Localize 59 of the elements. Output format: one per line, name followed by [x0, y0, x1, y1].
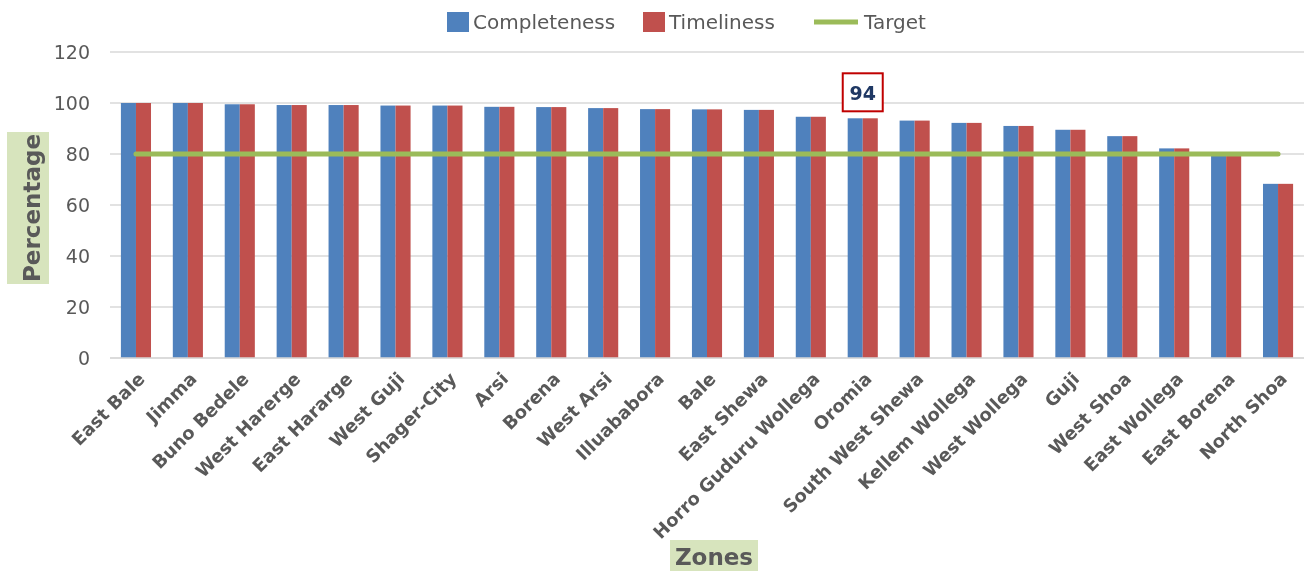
bar [172, 103, 188, 358]
bar [603, 108, 619, 358]
bar [551, 107, 567, 358]
bar [966, 122, 982, 358]
bar [899, 120, 915, 358]
bar [224, 104, 240, 358]
bar [276, 105, 292, 358]
bar [1262, 183, 1279, 358]
bar [1018, 125, 1034, 358]
legend-label: Target [863, 10, 927, 34]
legend-label: Timeliness [668, 10, 775, 34]
bar [795, 116, 811, 358]
bar [536, 107, 552, 358]
y-tick-label: 100 [53, 91, 90, 114]
bar [914, 120, 930, 358]
bar [484, 106, 500, 358]
bar [1122, 136, 1138, 358]
bar [588, 108, 604, 358]
y-tick-label: 120 [53, 40, 90, 63]
bar [951, 122, 967, 358]
bar [743, 109, 759, 358]
annotation: 94 [849, 81, 876, 104]
y-tick-label: 40 [65, 244, 90, 267]
bar [343, 105, 359, 358]
bar [135, 103, 152, 358]
bar [291, 105, 307, 358]
bar [395, 105, 411, 358]
bar [1159, 148, 1175, 358]
bar [691, 109, 707, 358]
bar [1003, 125, 1019, 358]
bar [707, 109, 723, 358]
bar [655, 109, 671, 358]
bar [640, 109, 656, 358]
y-tick-label: 60 [65, 193, 90, 216]
x-axis-title: Zones [674, 544, 754, 570]
bar [1055, 129, 1071, 358]
y-tick-label: 0 [77, 346, 90, 369]
bar [328, 105, 344, 358]
y-tick-label: 80 [65, 142, 90, 165]
bar [758, 109, 774, 358]
legend-label: Completeness [473, 10, 616, 34]
y-axis-title: Percentage [19, 134, 45, 282]
bar [432, 105, 448, 358]
bar [239, 104, 255, 358]
bar [1070, 129, 1086, 358]
bar [499, 106, 515, 358]
bar [810, 116, 826, 358]
bar [447, 105, 463, 358]
bar [1278, 183, 1294, 358]
bar [380, 105, 396, 358]
bar [847, 118, 863, 358]
bar [120, 103, 136, 358]
bar [1226, 154, 1242, 358]
bar [187, 103, 203, 358]
bar [1211, 154, 1227, 358]
y-tick-label: 20 [65, 295, 90, 318]
bar [862, 118, 878, 358]
bar [1107, 136, 1123, 358]
bar [1174, 148, 1190, 358]
